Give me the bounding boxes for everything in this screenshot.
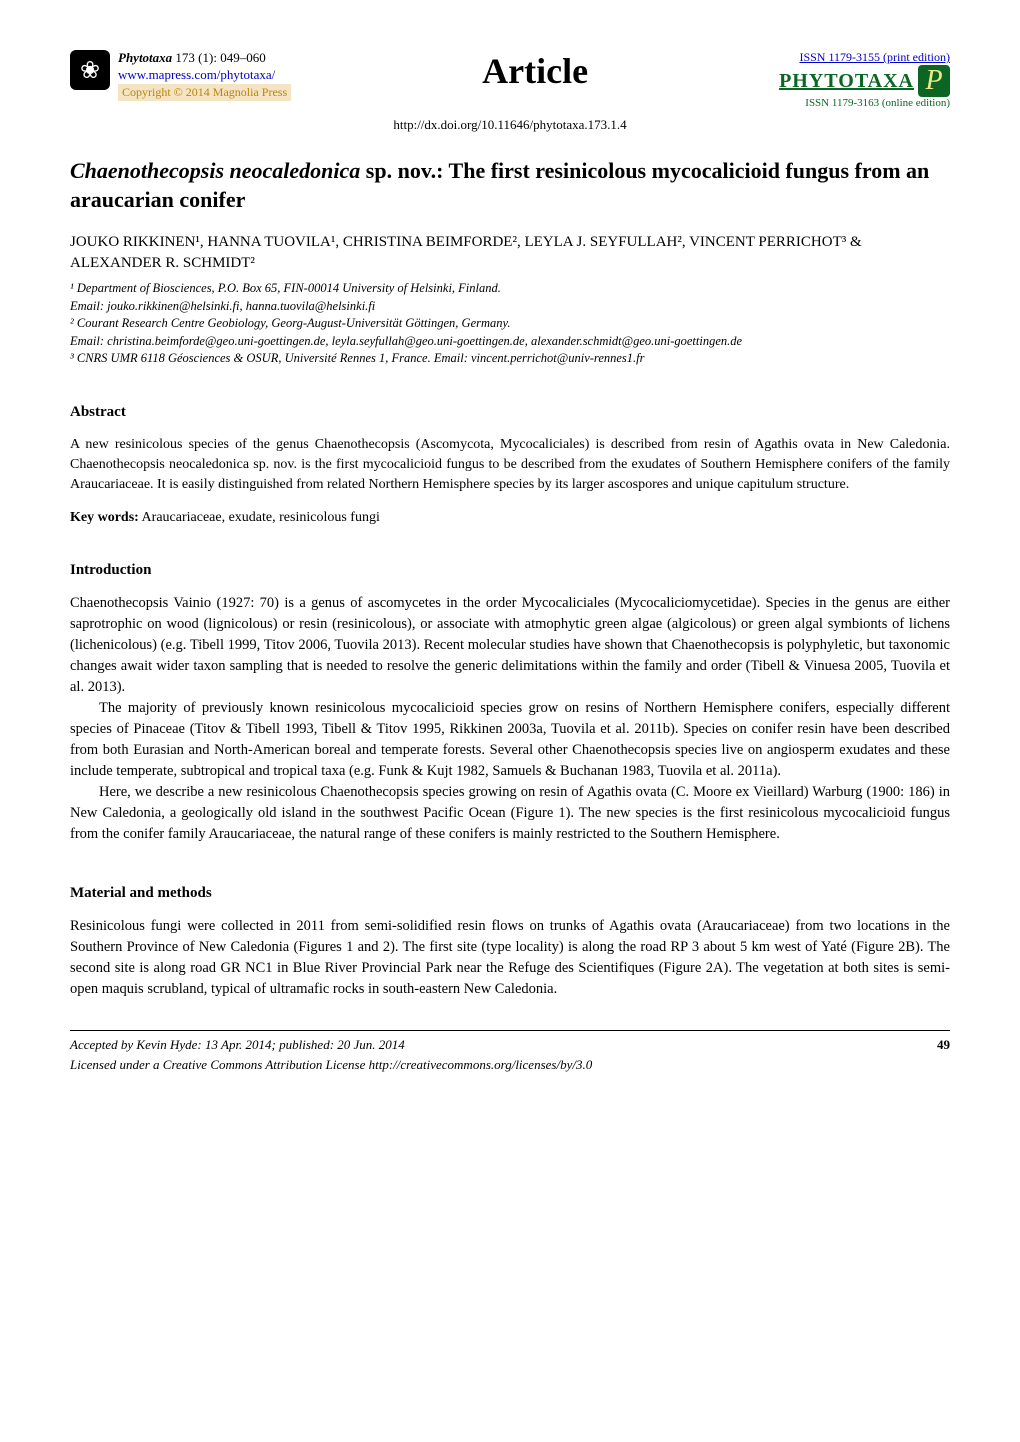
phytotaxa-logo: PHYTOTAXA P (779, 65, 950, 97)
abstract-text: A new resinicolous species of the genus … (70, 435, 950, 496)
keywords-text: Araucariaceae, exudate, resinicolous fun… (139, 510, 380, 525)
abstract-heading: Abstract (70, 404, 950, 421)
affiliations: ¹ Department of Biosciences, P.O. Box 65… (70, 280, 950, 368)
introduction-heading: Introduction (70, 562, 950, 579)
article-label: Article (482, 50, 588, 92)
page-number: 49 (937, 1037, 950, 1053)
keywords: Key words: Araucariaceae, exudate, resin… (70, 510, 950, 526)
flower-icon: ❀ (70, 50, 110, 90)
header-row: ❀ Phytotaxa 173 (1): 049–060 www.mapress… (70, 50, 950, 109)
article-title: Chaenothecopsis neocaledonica sp. nov.: … (70, 157, 950, 214)
header-left: ❀ Phytotaxa 173 (1): 049–060 www.mapress… (70, 50, 291, 101)
methods-para-1: Resinicolous fungi were collected in 201… (70, 916, 950, 1000)
methods-section: Material and methods Resinicolous fungi … (70, 885, 950, 1000)
journal-url[interactable]: www.mapress.com/phytotaxa/ (118, 67, 291, 84)
affiliation-1: ¹ Department of Biosciences, P.O. Box 65… (70, 280, 950, 298)
copyright-line: Copyright © 2014 Magnolia Press (118, 84, 291, 102)
methods-heading: Material and methods (70, 885, 950, 902)
license-text: Licensed under a Creative Commons Attrib… (70, 1057, 950, 1073)
accepted-date: Accepted by Kevin Hyde: 13 Apr. 2014; pu… (70, 1037, 405, 1053)
affiliation-2: ² Courant Research Centre Geobiology, Ge… (70, 315, 950, 333)
footer: Accepted by Kevin Hyde: 13 Apr. 2014; pu… (70, 1037, 950, 1053)
phytotaxa-text: PHYTOTAXA (779, 70, 914, 93)
authors: JOUKO RIKKINEN¹, HANNA TUOVILA¹, CHRISTI… (70, 232, 950, 274)
journal-title-line: Phytotaxa 173 (1): 049–060 (118, 50, 291, 67)
footer-divider (70, 1030, 950, 1031)
header-right: ISSN 1179-3155 (print edition) PHYTOTAXA… (779, 50, 950, 109)
affiliation-2-email: Email: christina.beimforde@geo.uni-goett… (70, 333, 950, 351)
journal-issue: 173 (1): 049–060 (172, 50, 266, 65)
intro-para-2: The majority of previously known resinic… (70, 698, 950, 782)
issn-online: ISSN 1179-3163 (online edition) (779, 97, 950, 109)
doi-line[interactable]: http://dx.doi.org/10.11646/phytotaxa.173… (70, 117, 950, 133)
intro-para-3: Here, we describe a new resinicolous Cha… (70, 782, 950, 845)
intro-para-1: Chaenothecopsis Vainio (1927: 70) is a g… (70, 593, 950, 698)
affiliation-1-email: Email: jouko.rikkinen@helsinki.fi, hanna… (70, 298, 950, 316)
journal-name: Phytotaxa (118, 50, 172, 65)
affiliation-3: ³ CNRS UMR 6118 Géosciences & OSUR, Univ… (70, 350, 950, 368)
p-badge-icon: P (918, 65, 950, 97)
keywords-label: Key words: (70, 510, 139, 525)
introduction-section: Introduction Chaenothecopsis Vainio (192… (70, 562, 950, 845)
issn-print: ISSN 1179-3155 (print edition) (779, 50, 950, 65)
journal-info: Phytotaxa 173 (1): 049–060 www.mapress.c… (118, 50, 291, 101)
title-italic: Chaenothecopsis neocaledonica (70, 158, 360, 183)
